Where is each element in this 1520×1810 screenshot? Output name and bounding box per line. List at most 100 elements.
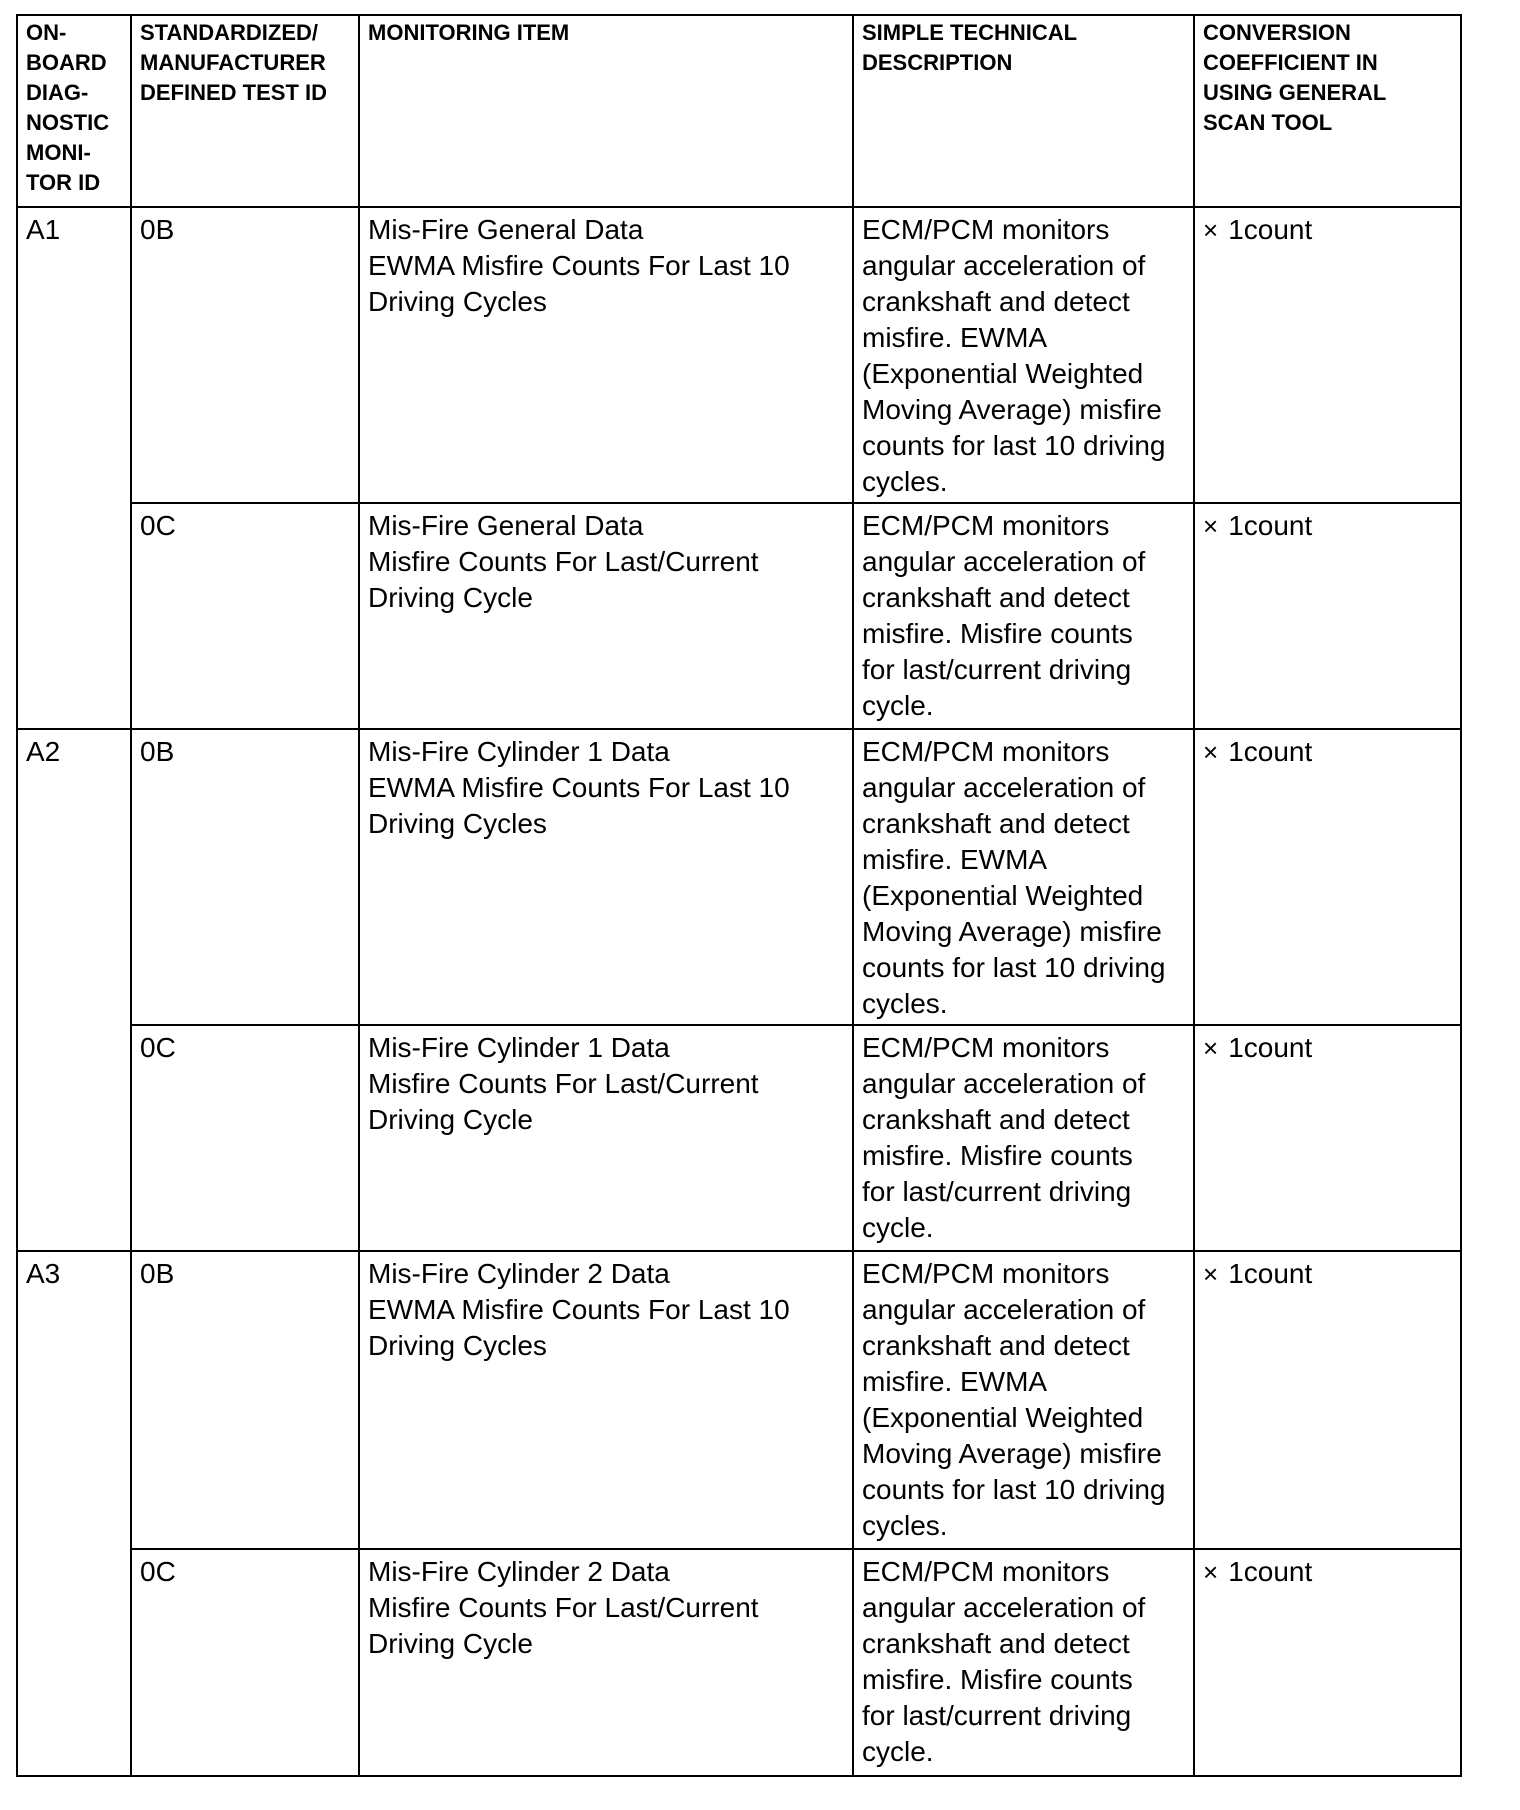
cell-line: misfire. EWMA [862,844,1048,875]
description-cell: ECM/PCM monitors angular acceleration of c… [852,206,1195,504]
monitor-id-cell: A3 [16,1250,132,1777]
cell-line: crankshaft and detect [862,582,1130,613]
cell-line: (Exponential Weighted [862,358,1144,389]
monitoring-item-cell: Mis-Fire General Data Misfire Counts For … [358,502,854,730]
cell-line: angular acceleration of [862,1592,1146,1623]
cell-line: NOSTIC [26,110,110,135]
multiply-icon: × [1203,737,1219,767]
cell-line: USING GENERAL [1203,80,1387,105]
cell-line: cycles. [862,1510,948,1541]
cell-line: angular acceleration of [862,1068,1146,1099]
monitoring-item-cell: Mis-Fire Cylinder 1 Data EWMA Misfire Cou… [358,728,854,1026]
table-row: 0C Mis-Fire Cylinder 2 Data Misfire Counts… [17,1548,1462,1777]
header-conversion-coefficient: CONVERSION COEFFICIENT IN USING GENERAL SCA… [1193,14,1462,208]
cell-line: (Exponential Weighted [862,1402,1144,1433]
test-id-cell: 0C [130,1548,360,1777]
cell-line: Misfire Counts For Last/Current [368,1592,759,1623]
table-row: 0C Mis-Fire General Data Misfire Counts Fo… [17,502,1462,730]
cell-line: cycles. [862,988,948,1019]
cell-line: BOARD [26,50,107,75]
coefficient-cell: × 1count [1193,1548,1462,1777]
cell-line: cycle. [862,1736,934,1767]
table-row: A2 0B Mis-Fire Cylinder 1 Data EWMA Misfire… [16,728,1462,1252]
header-monitoring-item: MONITORING ITEM [358,14,854,208]
cell-line: angular acceleration of [862,250,1146,281]
cell-line: CONVERSION [1203,20,1351,45]
cell-line: crankshaft and detect [862,286,1130,317]
cell-line: cycles. [862,466,948,497]
cell-line: STANDARDIZED/ [140,20,319,45]
coefficient-value: 1count [1228,1556,1313,1587]
coefficient-value: 1count [1228,214,1313,245]
cell-line: angular acceleration of [862,546,1146,577]
cell-line: ECM/PCM monitors [862,736,1110,767]
cell-line: ECM/PCM monitors [862,1258,1110,1289]
monitoring-item-cell: Mis-Fire Cylinder 2 Data EWMA Misfire Cou… [358,1250,854,1550]
cell-line: crankshaft and detect [862,1628,1130,1659]
cell-line: EWMA Misfire Counts For Last 10 [368,772,790,803]
cell-line: angular acceleration of [862,772,1146,803]
cell-line: misfire. Misfire counts [862,1140,1133,1171]
coefficient-value: 1count [1228,736,1313,767]
description-cell: ECM/PCM monitors angular acceleration of c… [852,1024,1195,1252]
cell-line: EWMA Misfire Counts For Last 10 [368,1294,790,1325]
cell-line: Misfire Counts For Last/Current [368,546,759,577]
cell-line: Driving Cycles [368,286,547,317]
test-id-cell: 0B [130,1250,360,1550]
header-description: SIMPLE TECHNICAL DESCRIPTION [852,14,1195,208]
cell-line: cycle. [862,1212,934,1243]
cell-line: counts for last 10 driving [862,952,1166,983]
coefficient-cell: × 1count [1193,1250,1462,1550]
multiply-icon: × [1203,511,1219,541]
cell-line: Mis-Fire Cylinder 2 Data [368,1556,670,1587]
cell-line: ECM/PCM monitors [862,1556,1110,1587]
cell-line: Mis-Fire General Data [368,510,644,541]
cell-line: MONI- [26,140,91,165]
cell-line: misfire. Misfire counts [862,618,1133,649]
table-row: A3 0B Mis-Fire Cylinder 2 Data EWMA Misfire… [16,1250,1462,1777]
cell-line: Driving Cycle [368,1104,533,1135]
cell-line: DESCRIPTION [862,50,1013,75]
monitor-data-table: ON- BOARD DIAG- NOSTIC MONI- TOR ID STANDARDIZ… [16,14,1462,1777]
cell-line: Moving Average) misfire [862,916,1162,947]
cell-line: counts for last 10 driving [862,1474,1166,1505]
cell-line: Misfire Counts For Last/Current [368,1068,759,1099]
cell-line: ECM/PCM monitors [862,1032,1110,1063]
cell-line: Mis-Fire Cylinder 1 Data [368,1032,670,1063]
coefficient-cell: × 1count [1193,728,1462,1026]
test-id-cell: 0B [130,206,360,504]
cell-line: Mis-Fire Cylinder 1 Data [368,736,670,767]
description-cell: ECM/PCM monitors angular acceleration of c… [852,728,1195,1026]
description-cell: ECM/PCM monitors angular acceleration of c… [852,502,1195,730]
cell-line: for last/current driving [862,654,1132,685]
table-row: A1 0B Mis-Fire General Data EWMA Misfire Co… [16,206,1462,730]
cell-line: ECM/PCM monitors [862,214,1110,245]
coefficient-value: 1count [1228,1258,1313,1289]
test-id-cell: 0B [130,728,360,1026]
monitor-id-cell: A2 [16,728,132,1252]
multiply-icon: × [1203,1259,1219,1289]
cell-line: Mis-Fire Cylinder 2 Data [368,1258,670,1289]
coefficient-cell: × 1count [1193,206,1462,504]
cell-line: for last/current driving [862,1176,1132,1207]
coefficient-value: 1count [1228,510,1313,541]
cell-line: Moving Average) misfire [862,1438,1162,1469]
cell-line: Driving Cycle [368,1628,533,1659]
monitor-id-cell: A1 [16,206,132,730]
cell-line: SCAN TOOL [1203,110,1333,135]
multiply-icon: × [1203,1557,1219,1587]
cell-line: (Exponential Weighted [862,880,1144,911]
cell-line: for last/current driving [862,1700,1132,1731]
cell-line: crankshaft and detect [862,1330,1130,1361]
cell-line: cycle. [862,690,934,721]
monitoring-item-cell: Mis-Fire Cylinder 1 Data Misfire Counts F… [358,1024,854,1252]
coefficient-cell: × 1count [1193,502,1462,730]
test-id-cell: 0C [130,1024,360,1252]
cell-line: misfire. Misfire counts [862,1664,1133,1695]
cell-line: Driving Cycle [368,582,533,613]
cell-line: TOR ID [26,170,101,195]
cell-line: Mis-Fire General Data [368,214,644,245]
monitoring-item-cell: Mis-Fire Cylinder 2 Data Misfire Counts F… [358,1548,854,1777]
test-id-cell: 0C [130,502,360,730]
cell-line: Driving Cycles [368,1330,547,1361]
